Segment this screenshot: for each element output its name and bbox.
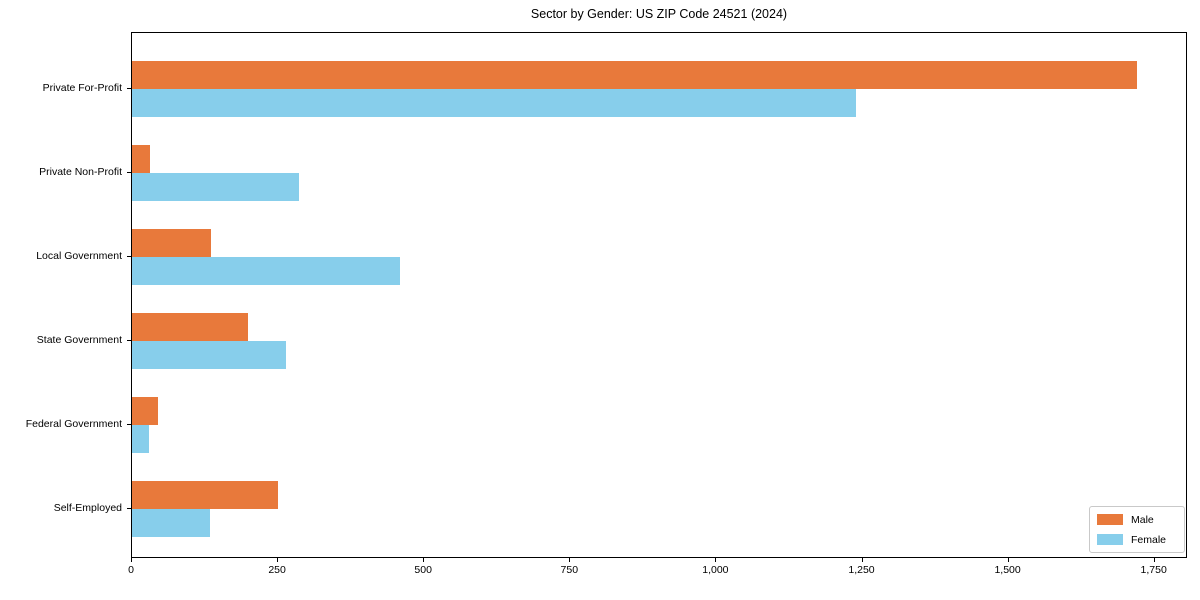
x-tick-mark <box>569 558 571 562</box>
y-tick-label-private-non-profit: Private Non-Profit <box>39 166 122 178</box>
x-tick-label-1750: 1,750 <box>1140 564 1167 576</box>
y-tick-mark <box>127 508 131 509</box>
y-tick-mark <box>127 340 131 341</box>
y-tick-mark <box>127 88 131 89</box>
y-tick-mark <box>127 424 131 425</box>
y-tick-label-private-for-profit: Private For-Profit <box>42 82 122 94</box>
x-tick-label-1250: 1,250 <box>848 564 875 576</box>
legend-label-male: Male <box>1131 513 1154 526</box>
y-tick-label-federal-government: Federal Government <box>25 418 122 430</box>
bar-male-self-employed <box>132 481 279 509</box>
x-tick-mark <box>1007 558 1009 562</box>
x-tick-label-250: 250 <box>268 564 286 576</box>
x-tick-label-0: 0 <box>128 564 134 576</box>
bar-male-federal-government <box>132 397 159 425</box>
bar-female-state-government <box>132 341 287 369</box>
x-tick-label-1000: 1,000 <box>702 564 729 576</box>
x-tick-mark <box>277 558 279 562</box>
plot-area <box>131 32 1187 558</box>
y-tick-mark <box>127 256 131 257</box>
x-tick-mark <box>861 558 863 562</box>
bar-female-federal-government <box>132 425 149 453</box>
legend-label-female: Female <box>1131 533 1167 546</box>
y-tick-mark <box>127 172 131 173</box>
x-tick-label-500: 500 <box>414 564 432 576</box>
bar-female-self-employed <box>132 509 211 537</box>
legend: Male Female <box>1089 506 1185 553</box>
bar-male-private-for-profit <box>132 61 1138 89</box>
x-tick-mark <box>1153 558 1155 562</box>
y-tick-label-local-government: Local Government <box>36 250 122 262</box>
bar-female-private-non-profit <box>132 173 299 201</box>
x-tick-mark <box>715 558 717 562</box>
x-tick-mark <box>423 558 425 562</box>
x-tick-mark <box>131 558 132 562</box>
bar-female-local-government <box>132 257 401 285</box>
bar-female-private-for-profit <box>132 89 857 117</box>
legend-item-male: Male <box>1097 512 1177 527</box>
legend-item-female: Female <box>1097 532 1177 547</box>
female-color-swatch <box>1097 534 1123 545</box>
y-tick-label-self-employed: Self-Employed <box>53 502 122 514</box>
x-tick-label-750: 750 <box>560 564 579 576</box>
x-tick-label-1500: 1,500 <box>994 564 1021 576</box>
bar-male-local-government <box>132 229 211 257</box>
bar-male-private-non-profit <box>132 145 151 173</box>
male-color-swatch <box>1097 514 1123 525</box>
bar-male-state-government <box>132 313 249 341</box>
chart-title: Sector by Gender: US ZIP Code 24521 (202… <box>530 7 788 21</box>
y-tick-label-state-government: State Government <box>36 334 122 346</box>
